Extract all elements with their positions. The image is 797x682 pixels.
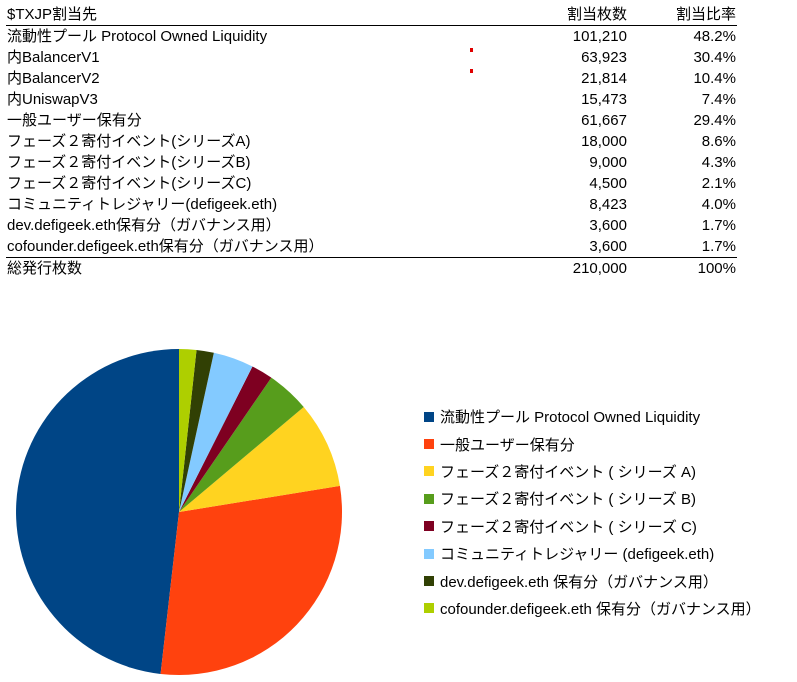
row-name: フェーズ２寄付イベント(シリーズA) [7, 133, 251, 150]
total-ratio: 100% [627, 257, 737, 279]
row-name: 内BalancerV1 [7, 49, 100, 66]
total-label: 総発行枚数 [6, 257, 470, 279]
row-name: 内BalancerV2 [7, 70, 100, 87]
row-amount: 3,600 [589, 217, 627, 234]
row-ratio: 4.3% [701, 154, 736, 171]
legend-label: 流動性プール Protocol Owned Liquidity [440, 409, 701, 427]
pie-slice [179, 407, 340, 512]
legend-label: 一般ユーザー保有分 [440, 436, 575, 454]
legend-label: dev.defigeek.eth 保有分（ガバナンス用） [440, 573, 718, 591]
row-ratio: 4.0% [701, 196, 736, 213]
row-ratio: 8.6% [701, 133, 736, 150]
legend-item: dev.defigeek.eth 保有分（ガバナンス用） [424, 567, 761, 594]
row-ratio: 29.4% [693, 112, 736, 129]
row-amount: 63,923 [581, 49, 627, 66]
table-header-row: $TXJP割当先 割当枚数 割当比率 [6, 4, 737, 26]
legend-label: cofounder.defigeek.eth 保有分（ガバナンス用） [440, 600, 761, 618]
table-row: cofounder.defigeek.eth保有分（ガバナンス用） 3,600 1.… [6, 236, 737, 258]
table-row: 内BalancerV1 63,923 30.4% [6, 47, 737, 68]
header-allocation-ratio: 割当比率 [627, 4, 737, 26]
legend-swatch [424, 466, 434, 477]
allocation-table: $TXJP割当先 割当枚数 割当比率 流動性プール Protocol Owned… [6, 4, 737, 279]
row-ratio: 10.4% [693, 70, 736, 87]
legend-label: フェーズ２寄付イベント ( シリーズ C) [440, 518, 697, 536]
row-name: フェーズ２寄付イベント(シリーズC) [7, 175, 252, 192]
row-amount: 61,667 [581, 112, 627, 129]
row-ratio: 48.2% [693, 28, 736, 45]
row-name: 流動性プール Protocol Owned Liquidity [7, 28, 268, 45]
legend-label: コミュニティトレジャリー (defigeek.eth) [440, 546, 715, 564]
row-amount: 4,500 [589, 175, 627, 192]
legend-item: コミュニティトレジャリー (defigeek.eth) [424, 540, 761, 567]
legend-item: 一般ユーザー保有分 [424, 430, 761, 457]
legend-swatch [424, 603, 434, 614]
cell-marker [470, 69, 473, 73]
table-total-row: 総発行枚数 210,000 100% [6, 257, 737, 279]
table-row: 内BalancerV2 21,814 10.4% [6, 68, 737, 89]
row-name: 一般ユーザー保有分 [7, 112, 142, 129]
legend-swatch [424, 493, 434, 504]
legend-swatch [424, 548, 434, 559]
pie-slice [179, 352, 253, 512]
header-allocation-target: $TXJP割当先 [6, 4, 470, 26]
row-name: cofounder.defigeek.eth保有分（ガバナンス用） [7, 238, 324, 255]
legend-item: フェーズ２寄付イベント ( シリーズ A) [424, 458, 761, 485]
legend-label: フェーズ２寄付イベント ( シリーズ B) [440, 491, 696, 509]
cell-marker [470, 48, 473, 52]
row-amount: 15,473 [581, 91, 627, 108]
table-row: 流動性プール Protocol Owned Liquidity 101,210 48… [6, 26, 737, 48]
row-amount: 3,600 [589, 238, 627, 255]
row-amount: 9,000 [589, 154, 627, 171]
table-row: 内UniswapV3 15,473 7.4% [6, 89, 737, 110]
row-ratio: 1.7% [701, 238, 736, 255]
table-row: フェーズ２寄付イベント(シリーズB) 9,000 4.3% [6, 152, 737, 173]
row-ratio: 7.4% [701, 91, 736, 108]
legend-item: 流動性プール Protocol Owned Liquidity [424, 403, 761, 430]
chart-legend: 流動性プール Protocol Owned Liquidity 一般ユーザー保有分… [424, 403, 761, 622]
pie-slice [160, 485, 343, 675]
table-row: フェーズ２寄付イベント(シリーズA) 18,000 8.6% [6, 131, 737, 152]
legend-swatch [424, 411, 434, 422]
legend-item: フェーズ２寄付イベント ( シリーズ B) [424, 485, 761, 512]
pie-slice [179, 366, 272, 512]
row-name: コミュニティトレジャリー(defigeek.eth) [7, 196, 278, 213]
row-amount: 101,210 [572, 28, 627, 45]
table-row: コミュニティトレジャリー(defigeek.eth) 8,423 4.0% [6, 194, 737, 215]
total-amount: 210,000 [469, 257, 628, 279]
legend-swatch [424, 439, 434, 450]
row-amount: 21,814 [581, 70, 627, 87]
legend-swatch [424, 521, 434, 532]
row-ratio: 1.7% [701, 217, 736, 234]
legend-item: フェーズ２寄付イベント ( シリーズ C) [424, 513, 761, 540]
row-ratio: 2.1% [701, 175, 736, 192]
pie-slice [179, 349, 197, 512]
legend-label: フェーズ２寄付イベント ( シリーズ A) [440, 463, 696, 481]
legend-swatch [424, 576, 434, 587]
row-name: フェーズ２寄付イベント(シリーズB) [7, 154, 251, 171]
legend-item: cofounder.defigeek.eth 保有分（ガバナンス用） [424, 595, 761, 622]
pie-chart [16, 349, 343, 675]
table-row: dev.defigeek.eth保有分（ガバナンス用） 3,600 1.7% [6, 215, 737, 236]
row-name: 内UniswapV3 [7, 91, 98, 108]
row-amount: 18,000 [581, 133, 627, 150]
table-row: 一般ユーザー保有分 61,667 29.4% [6, 110, 737, 131]
header-allocated-amount: 割当枚数 [469, 4, 628, 26]
pie-slice [179, 349, 214, 512]
row-ratio: 30.4% [693, 49, 736, 66]
pie-slice [16, 349, 179, 674]
row-name: dev.defigeek.eth保有分（ガバナンス用） [7, 217, 281, 234]
pie-slice [179, 377, 304, 512]
table-row: フェーズ２寄付イベント(シリーズC) 4,500 2.1% [6, 173, 737, 194]
row-amount: 8,423 [589, 196, 627, 213]
